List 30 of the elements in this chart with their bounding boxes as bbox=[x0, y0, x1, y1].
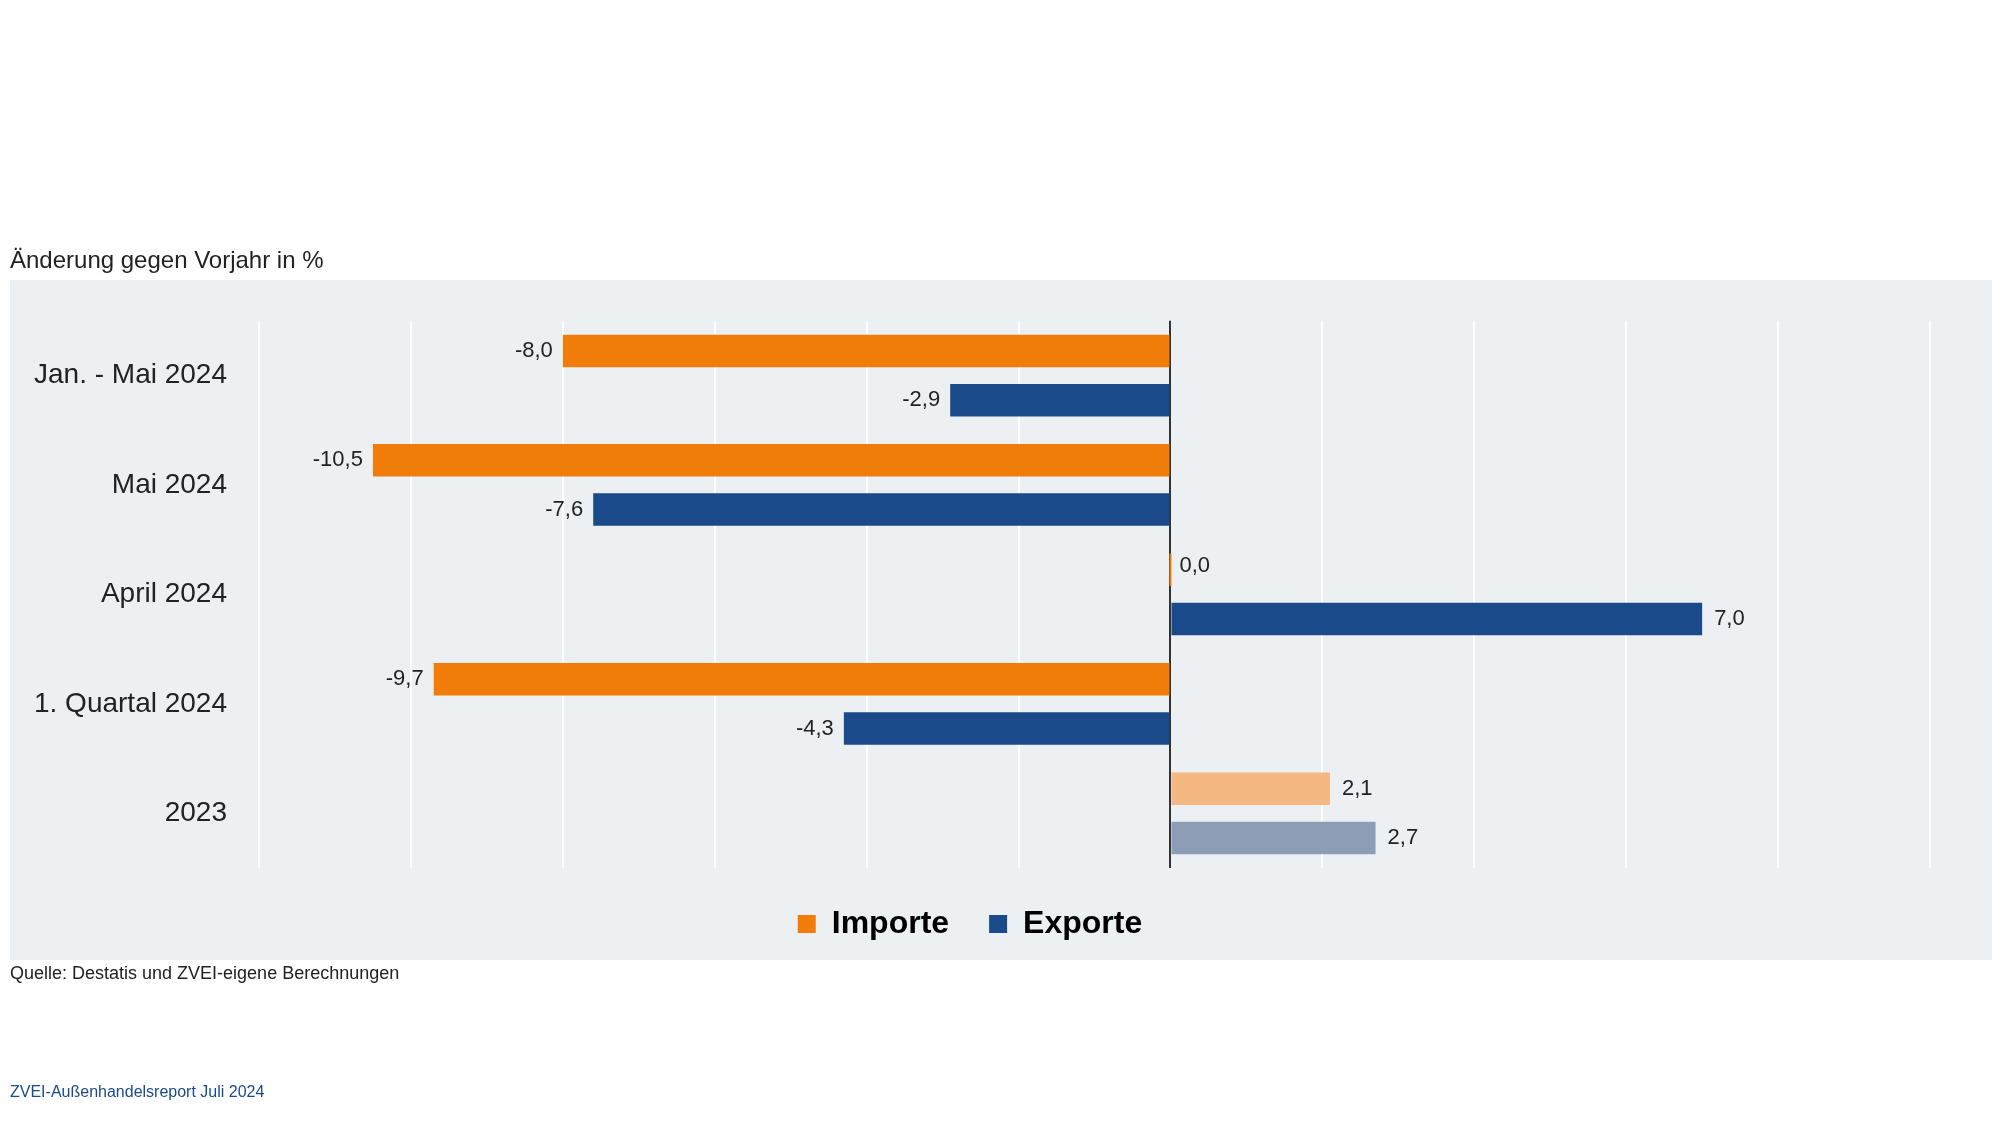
source-note: Quelle: Destatis und ZVEI-eigene Berechnungen bbox=[10, 963, 400, 984]
y-tick-label: April 2024 bbox=[100, 577, 228, 609]
bar bbox=[843, 712, 1170, 745]
data-label: -8,0 bbox=[514, 336, 553, 362]
data-label: 2,7 bbox=[1387, 823, 1419, 849]
legend-label: Exporte bbox=[1023, 903, 1143, 940]
bar bbox=[593, 493, 1170, 526]
bar bbox=[1171, 772, 1330, 805]
data-label: -2,9 bbox=[902, 386, 941, 412]
bar bbox=[562, 334, 1170, 368]
data-label: -7,6 bbox=[545, 495, 584, 521]
bar bbox=[1171, 602, 1703, 636]
bar bbox=[433, 662, 1170, 696]
bar bbox=[372, 444, 1170, 477]
bar bbox=[950, 383, 1170, 417]
chart-title: Änderung gegen Vorjahr in % bbox=[10, 246, 324, 274]
data-label: 2,1 bbox=[1341, 774, 1373, 800]
data-label: 0,0 bbox=[1179, 551, 1211, 577]
bar bbox=[1169, 553, 1172, 587]
data-label: 7,0 bbox=[1714, 605, 1745, 631]
text: ZVEI-Außenhandelsreport Juli 2024 bbox=[10, 1083, 265, 1101]
data-label: -10,5 bbox=[312, 446, 363, 472]
y-tick-label: 1. Quartal 2024 bbox=[33, 686, 228, 718]
bar bbox=[1171, 821, 1376, 855]
y-tick-label: Mai 2024 bbox=[111, 467, 228, 499]
y-tick-label: Jan. - Mai 2024 bbox=[34, 358, 228, 390]
data-label: -4,3 bbox=[795, 714, 834, 740]
data-label: -9,7 bbox=[385, 665, 424, 691]
legend-label: Importe bbox=[831, 903, 950, 940]
y-tick-label: 2023 bbox=[164, 796, 228, 827]
